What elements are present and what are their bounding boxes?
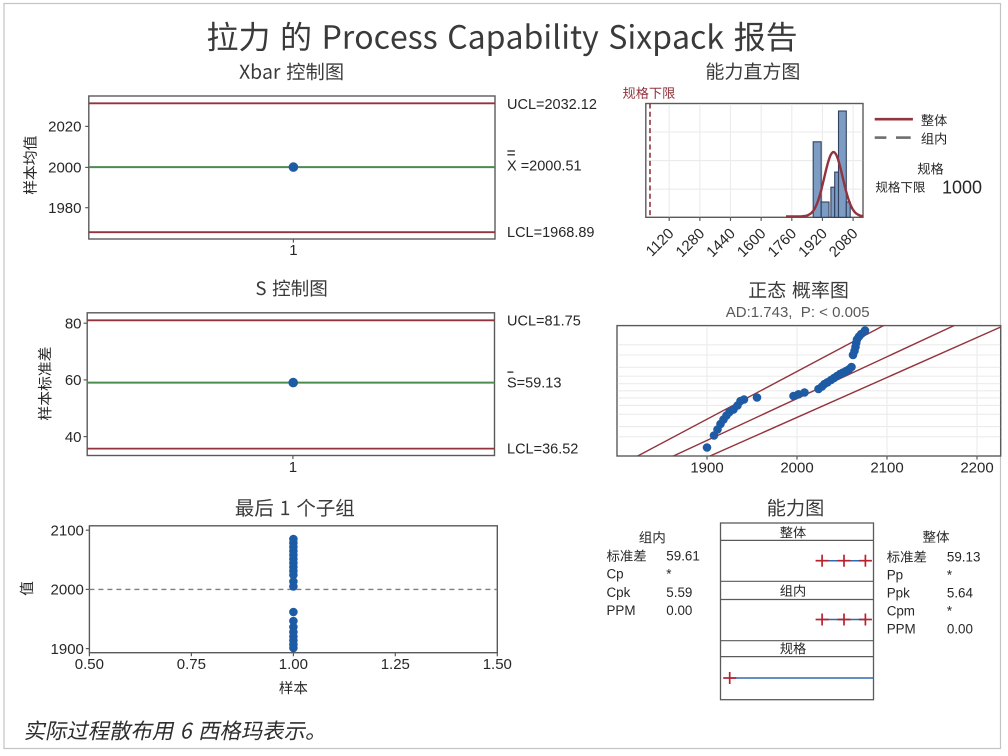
svg-text:2000: 2000 bbox=[51, 582, 84, 599]
svg-text:60: 60 bbox=[65, 372, 82, 389]
svg-text:2100: 2100 bbox=[51, 523, 84, 540]
svg-text:1: 1 bbox=[289, 459, 297, 476]
svg-text:2000: 2000 bbox=[48, 160, 81, 177]
svg-text:Cp: Cp bbox=[607, 567, 624, 582]
svg-text:UCL=81.75: UCL=81.75 bbox=[507, 313, 581, 329]
svg-text:2020: 2020 bbox=[48, 119, 81, 136]
svg-text:5.59: 5.59 bbox=[666, 585, 692, 600]
svg-text:*: * bbox=[947, 568, 952, 583]
svg-text:1000: 1000 bbox=[942, 178, 982, 198]
svg-text:1.00: 1.00 bbox=[279, 656, 308, 673]
svg-text:1: 1 bbox=[289, 242, 297, 259]
svg-text:AD:1.743, P: < 0.005: AD:1.743, P: < 0.005 bbox=[726, 304, 870, 321]
svg-text:PPM: PPM bbox=[887, 622, 916, 637]
svg-text:Pp: Pp bbox=[887, 568, 903, 583]
svg-text:0.00: 0.00 bbox=[947, 622, 973, 637]
svg-text:59.61: 59.61 bbox=[666, 549, 700, 564]
svg-text:1900: 1900 bbox=[51, 641, 84, 658]
svg-text:LCL=36.52: LCL=36.52 bbox=[507, 442, 578, 458]
svg-text:40: 40 bbox=[65, 429, 82, 446]
svg-text:80: 80 bbox=[65, 316, 82, 333]
svg-text:5.64: 5.64 bbox=[947, 586, 974, 601]
svg-text:0.75: 0.75 bbox=[177, 656, 206, 673]
svg-text:*: * bbox=[947, 604, 952, 619]
svg-text:LCL=1968.89: LCL=1968.89 bbox=[507, 225, 594, 241]
svg-text:*: * bbox=[666, 567, 671, 582]
svg-text:UCL=2032.12: UCL=2032.12 bbox=[507, 97, 597, 113]
svg-text:1.25: 1.25 bbox=[381, 656, 410, 673]
svg-text:2000: 2000 bbox=[780, 459, 813, 476]
svg-text:1.50: 1.50 bbox=[483, 656, 512, 673]
svg-text:0.00: 0.00 bbox=[666, 603, 692, 618]
svg-text:Ppk: Ppk bbox=[887, 586, 910, 601]
svg-text:PPM: PPM bbox=[607, 603, 636, 618]
svg-text:S=59.13: S=59.13 bbox=[507, 376, 561, 392]
svg-text:2200: 2200 bbox=[960, 459, 993, 476]
svg-text:59.13: 59.13 bbox=[947, 550, 981, 565]
svg-text:0.50: 0.50 bbox=[75, 656, 104, 673]
svg-text:1980: 1980 bbox=[48, 200, 81, 217]
svg-text:1900: 1900 bbox=[690, 459, 723, 476]
svg-text:Cpm: Cpm bbox=[887, 604, 915, 619]
svg-text:2100: 2100 bbox=[870, 459, 903, 476]
svg-text:X =2000.51: X =2000.51 bbox=[507, 158, 582, 174]
svg-text:Cpk: Cpk bbox=[607, 585, 631, 600]
